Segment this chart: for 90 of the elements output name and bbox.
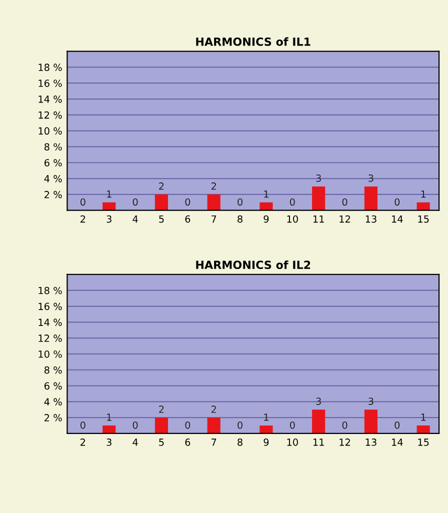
- x-tick-label: 14: [392, 438, 403, 446]
- data-label: 0: [80, 198, 86, 206]
- y-tick-label: 16 %: [38, 80, 62, 87]
- data-label: 1: [107, 414, 112, 421]
- bar: [364, 186, 378, 210]
- x-tick-label: 11: [313, 438, 324, 446]
- bar: [102, 426, 116, 434]
- data-label: 3: [368, 398, 374, 405]
- x-tick-label: 12: [340, 215, 350, 223]
- data-label: 3: [316, 174, 321, 182]
- y-tick-label: 2 %: [44, 190, 62, 198]
- y-tick-label: 16 %: [38, 302, 62, 310]
- y-tick-label: 4 %: [44, 398, 62, 406]
- chart-title: HARMONICS of IL1: [196, 37, 310, 46]
- bar: [154, 194, 168, 210]
- x-tick-label: 10: [287, 215, 298, 223]
- bar: [416, 426, 430, 434]
- data-label: 2: [159, 406, 164, 413]
- x-tick-label: 2: [80, 438, 86, 446]
- data-label: 1: [264, 414, 268, 421]
- x-tick-label: 2: [80, 215, 86, 223]
- bar: [312, 186, 326, 210]
- data-label: 0: [342, 421, 348, 429]
- y-tick-label: 6 %: [44, 159, 62, 166]
- data-label: 0: [185, 421, 190, 429]
- x-tick-label: 13: [366, 438, 376, 446]
- y-tick-label: 10 %: [38, 127, 62, 135]
- x-tick-label: 5: [159, 215, 164, 223]
- data-label: 0: [238, 198, 242, 206]
- bar: [154, 418, 168, 434]
- bar: [102, 202, 116, 210]
- x-tick-label: 15: [418, 215, 429, 223]
- y-tick-label: 6 %: [44, 382, 62, 390]
- data-label: 2: [211, 182, 216, 190]
- data-label: 0: [394, 421, 400, 429]
- x-tick-label: 10: [287, 438, 298, 446]
- bar: [416, 202, 430, 210]
- x-tick-label: 3: [106, 215, 112, 223]
- x-tick-label: 7: [212, 438, 216, 446]
- data-label: 1: [421, 414, 426, 421]
- data-label: 1: [107, 190, 112, 198]
- y-tick-label: 18 %: [38, 286, 62, 294]
- x-tick-label: 3: [106, 438, 112, 446]
- x-tick-label: 4: [132, 215, 138, 223]
- x-tick-label: 7: [212, 215, 216, 223]
- x-tick-label: 9: [264, 438, 269, 446]
- x-tick-label: 9: [264, 215, 269, 223]
- data-label: 0: [132, 198, 138, 206]
- bar: [312, 410, 326, 434]
- chart-title: HARMONICS of IL2: [196, 260, 310, 270]
- data-label: 2: [211, 406, 216, 413]
- data-label: 1: [421, 190, 426, 198]
- x-tick-label: 6: [185, 215, 190, 223]
- x-tick-label: 11: [313, 215, 324, 223]
- data-label: 0: [238, 421, 242, 429]
- bar: [260, 426, 273, 434]
- data-label: 0: [132, 421, 138, 429]
- bar: [207, 194, 220, 210]
- data-label: 3: [368, 174, 374, 182]
- y-tick-label: 10 %: [38, 350, 62, 358]
- x-tick-label: 6: [185, 438, 190, 446]
- x-tick-label: 13: [366, 215, 376, 223]
- data-label: 0: [80, 421, 86, 429]
- bar: [207, 418, 220, 434]
- bar: [260, 202, 273, 210]
- x-tick-label: 8: [238, 438, 242, 446]
- x-tick-label: 12: [340, 438, 350, 446]
- data-label: 1: [264, 190, 268, 198]
- data-label: 0: [342, 198, 348, 206]
- data-label: 0: [394, 198, 400, 206]
- data-label: 0: [185, 198, 190, 206]
- y-tick-label: 14 %: [38, 95, 62, 103]
- y-tick-label: 18 %: [38, 64, 62, 72]
- data-label: 0: [290, 198, 295, 206]
- bar: [364, 410, 378, 434]
- x-tick-label: 8: [238, 215, 242, 223]
- y-tick-label: 4 %: [44, 175, 62, 182]
- y-tick-label: 2 %: [44, 414, 62, 422]
- y-tick-label: 12 %: [38, 334, 62, 342]
- x-tick-label: 5: [159, 438, 164, 446]
- data-label: 0: [290, 421, 295, 429]
- y-tick-label: 8 %: [44, 143, 62, 151]
- y-tick-label: 12 %: [38, 111, 62, 119]
- y-tick-label: 14 %: [38, 318, 62, 326]
- x-tick-label: 14: [392, 215, 403, 223]
- data-label: 2: [159, 182, 164, 190]
- y-tick-label: 8 %: [44, 366, 62, 374]
- x-tick-label: 15: [418, 438, 429, 446]
- x-tick-label: 4: [132, 438, 138, 446]
- data-label: 3: [316, 398, 321, 405]
